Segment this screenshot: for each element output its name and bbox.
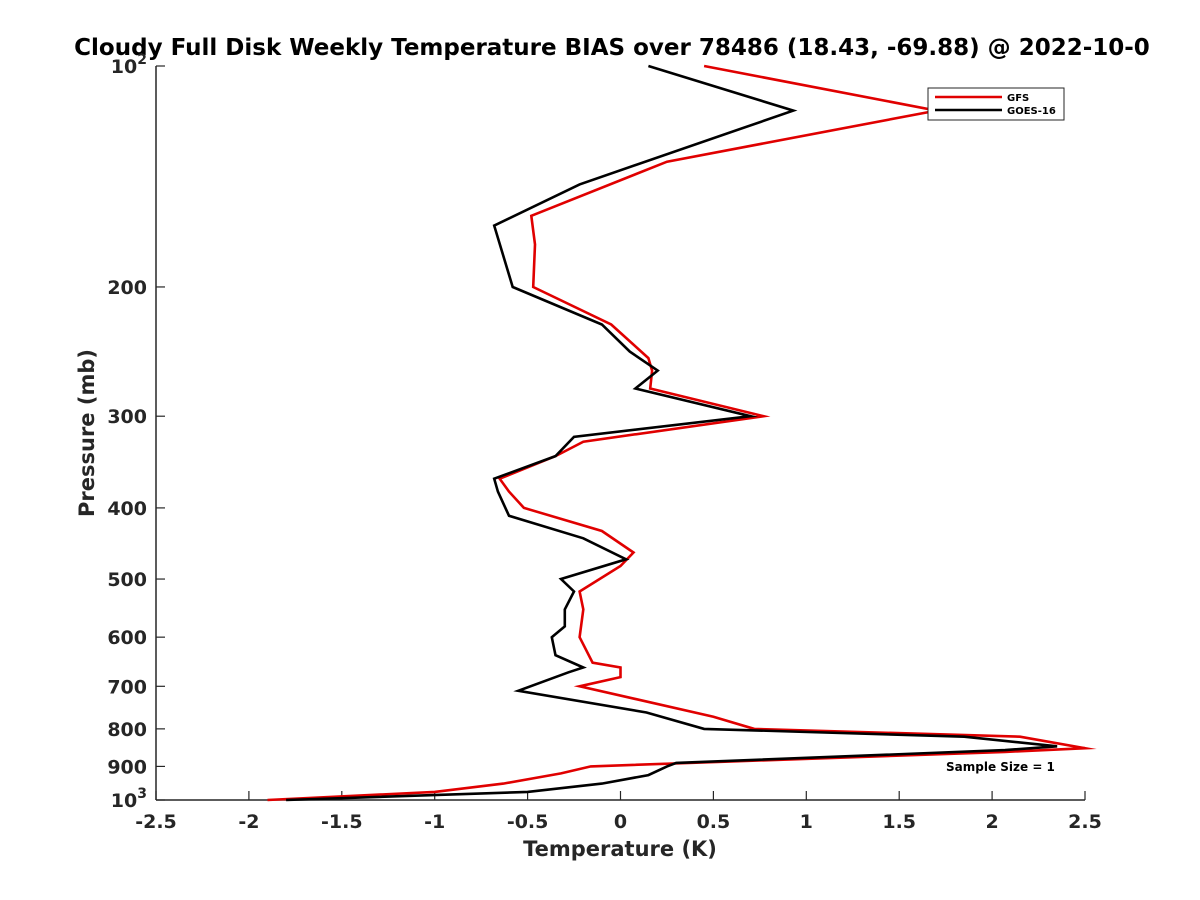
x-tick-label: -0.5 <box>507 811 549 833</box>
x-tick-label: 0.5 <box>697 811 731 833</box>
x-tick-label: -1.5 <box>321 811 363 833</box>
chart-title: Cloudy Full Disk Weekly Temperature BIAS… <box>74 35 1150 61</box>
series-line-goes-16 <box>286 64 1058 802</box>
y-tick-label: 103 <box>111 786 147 812</box>
sample-size-annotation: Sample Size = 1 <box>946 760 1055 774</box>
x-tick-label: 2 <box>985 811 998 833</box>
legend: GFS GOES-16 <box>927 87 1065 121</box>
x-tick-label: 2.5 <box>1068 811 1102 833</box>
y-tick-label: 900 <box>107 756 147 778</box>
y-tick-label: 400 <box>107 498 147 520</box>
legend-label: GOES-16 <box>1007 106 1056 117</box>
series-group <box>267 64 1097 802</box>
y-tick-base: 10 <box>111 56 137 78</box>
legend-label: GFS <box>1007 93 1029 104</box>
series-line-gfs <box>267 64 1097 802</box>
y-tick-label: 300 <box>107 406 147 428</box>
x-axis-ticks: -2.5 -2 -1.5 -1 -0.5 0 0.5 1 1.5 2 2.5 <box>135 791 1102 833</box>
plot-area <box>155 66 1085 801</box>
y-tick-label: 500 <box>107 569 147 591</box>
x-tick-label: -2 <box>238 811 259 833</box>
y-tick-label: 200 <box>107 277 147 299</box>
x-axis-label: Temperature (K) <box>523 837 717 861</box>
x-tick-label: -2.5 <box>135 811 177 833</box>
legend-box <box>927 87 1065 121</box>
x-tick-label: 1.5 <box>882 811 916 833</box>
y-tick-base: 10 <box>111 790 137 812</box>
y-tick-label: 800 <box>107 719 147 741</box>
x-tick-label: -1 <box>424 811 445 833</box>
y-tick-exponent: 2 <box>137 52 147 68</box>
x-tick-label: 1 <box>800 811 813 833</box>
x-tick-label: 0 <box>614 811 627 833</box>
y-tick-exponent: 3 <box>137 786 147 802</box>
y-tick-label: 102 <box>111 52 147 78</box>
y-tick-label: 600 <box>107 627 147 649</box>
y-tick-label: 700 <box>107 676 147 698</box>
y-axis-label: Pressure (mb) <box>75 349 99 517</box>
